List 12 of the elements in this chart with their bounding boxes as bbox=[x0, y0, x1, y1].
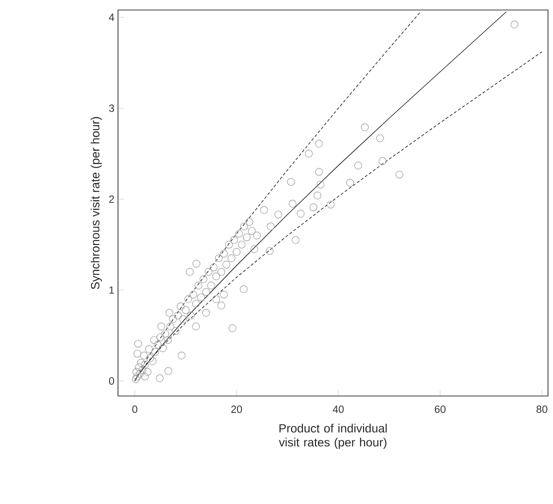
x-tick-label: 0 bbox=[132, 406, 138, 413]
y-tick-label: 1 bbox=[109, 286, 114, 294]
x-axis-title: Product of individual visit rates (per hour) bbox=[278, 424, 387, 449]
x-tick-label: 80 bbox=[536, 406, 548, 413]
x-tick-label: 40 bbox=[332, 406, 344, 413]
y-tick-label: 4 bbox=[108, 14, 114, 21]
x-tick-label: 60 bbox=[434, 406, 446, 413]
y-axis-title: Synchronous visit rate (per hour) bbox=[90, 117, 102, 290]
y-tick-label: 3 bbox=[109, 104, 114, 112]
y-tick-label: 0 bbox=[109, 377, 114, 385]
x-tick-label: 20 bbox=[231, 406, 242, 413]
y-tick-label: 2 bbox=[109, 195, 114, 203]
